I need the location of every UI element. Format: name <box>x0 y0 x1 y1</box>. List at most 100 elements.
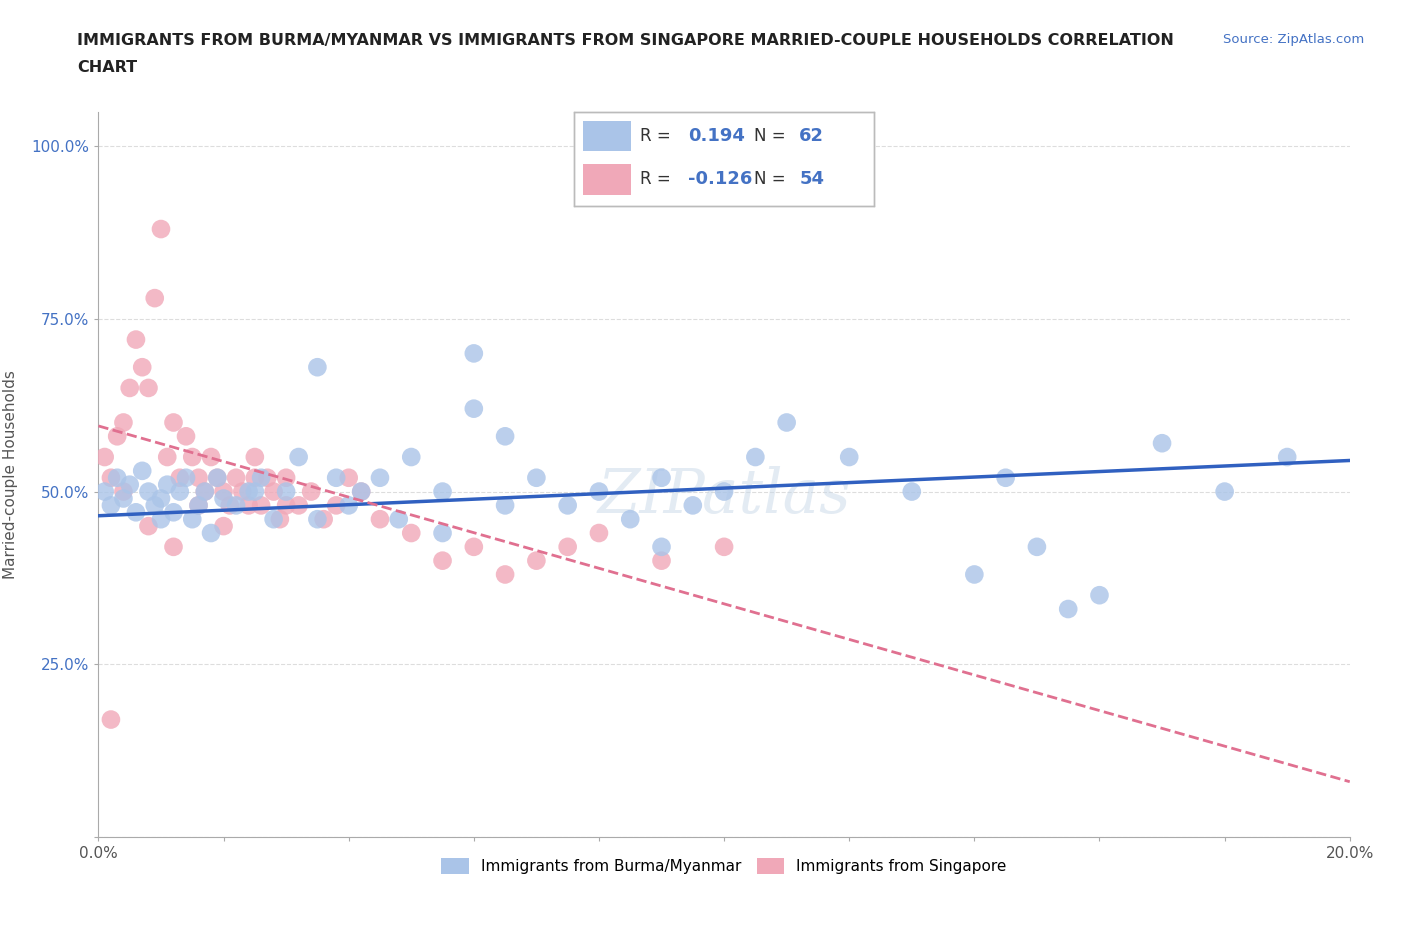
Point <box>337 498 360 512</box>
Point <box>243 471 266 485</box>
Point <box>238 498 260 512</box>
Point <box>463 346 485 361</box>
Point <box>212 485 235 499</box>
Point <box>713 485 735 499</box>
Point <box>112 415 135 430</box>
Point <box>187 498 209 512</box>
Point <box>526 553 548 568</box>
Point <box>93 485 115 499</box>
Point <box>156 449 179 464</box>
Point <box>131 360 153 375</box>
Point <box>194 485 217 499</box>
Point <box>162 415 184 430</box>
Point <box>368 512 391 526</box>
Point <box>1026 539 1049 554</box>
Point <box>900 485 922 499</box>
Point <box>169 471 191 485</box>
Point <box>388 512 411 526</box>
Point <box>269 512 291 526</box>
Point <box>194 485 217 499</box>
Point <box>200 449 222 464</box>
Point <box>588 525 610 540</box>
Point <box>263 512 285 526</box>
Point <box>274 498 298 512</box>
Point <box>1088 588 1111 603</box>
Point <box>156 477 179 492</box>
Point <box>312 512 335 526</box>
Point <box>287 498 309 512</box>
Point <box>143 498 166 512</box>
Point <box>287 449 309 464</box>
Point <box>100 712 122 727</box>
Point <box>776 415 799 430</box>
Y-axis label: Married-couple Households: Married-couple Households <box>3 370 17 578</box>
Point <box>118 380 141 395</box>
Point <box>138 519 160 534</box>
Point <box>588 485 610 499</box>
Point <box>187 471 209 485</box>
Point <box>93 449 115 464</box>
Point <box>838 449 860 464</box>
Point <box>650 553 672 568</box>
Point <box>307 512 329 526</box>
Point <box>212 491 235 506</box>
Point <box>112 491 135 506</box>
Point <box>1057 602 1080 617</box>
Point <box>143 291 166 306</box>
Point <box>181 449 204 464</box>
Point <box>250 498 273 512</box>
Point <box>105 471 128 485</box>
Point <box>1152 436 1174 451</box>
Point <box>174 429 197 444</box>
Point <box>187 498 209 512</box>
Point <box>350 485 373 499</box>
Point <box>557 539 579 554</box>
Point <box>963 567 986 582</box>
Point <box>100 471 122 485</box>
Legend: Immigrants from Burma/Myanmar, Immigrants from Singapore: Immigrants from Burma/Myanmar, Immigrant… <box>436 852 1012 880</box>
Point <box>138 485 160 499</box>
Point <box>112 485 135 499</box>
Point <box>1277 449 1299 464</box>
Point <box>463 401 485 416</box>
Point <box>368 471 391 485</box>
Point <box>238 485 260 499</box>
Point <box>650 539 672 554</box>
Point <box>150 491 173 506</box>
Point <box>162 539 184 554</box>
Point <box>169 485 191 499</box>
Point <box>250 471 273 485</box>
Point <box>207 471 229 485</box>
Point <box>263 485 285 499</box>
Point <box>100 498 122 512</box>
Point <box>299 485 322 499</box>
Point <box>243 485 266 499</box>
Point <box>337 471 360 485</box>
Point <box>432 485 454 499</box>
Point <box>401 449 423 464</box>
Point <box>526 471 548 485</box>
Point <box>682 498 704 512</box>
Point <box>619 512 641 526</box>
Point <box>150 221 173 236</box>
Point <box>494 498 516 512</box>
Point <box>125 505 148 520</box>
Point <box>162 505 184 520</box>
Point <box>125 332 148 347</box>
Point <box>994 471 1017 485</box>
Point <box>207 471 229 485</box>
Point <box>138 380 160 395</box>
Point <box>181 512 204 526</box>
Point <box>225 471 247 485</box>
Text: ZIPatlas: ZIPatlas <box>598 466 851 526</box>
Point <box>105 429 128 444</box>
Point <box>494 429 516 444</box>
Point <box>256 471 278 485</box>
Text: CHART: CHART <box>77 60 138 75</box>
Point <box>432 553 454 568</box>
Text: IMMIGRANTS FROM BURMA/MYANMAR VS IMMIGRANTS FROM SINGAPORE MARRIED-COUPLE HOUSEH: IMMIGRANTS FROM BURMA/MYANMAR VS IMMIGRA… <box>77 33 1174 47</box>
Point <box>650 471 672 485</box>
Point <box>463 539 485 554</box>
Point <box>243 449 266 464</box>
Point <box>131 463 153 478</box>
